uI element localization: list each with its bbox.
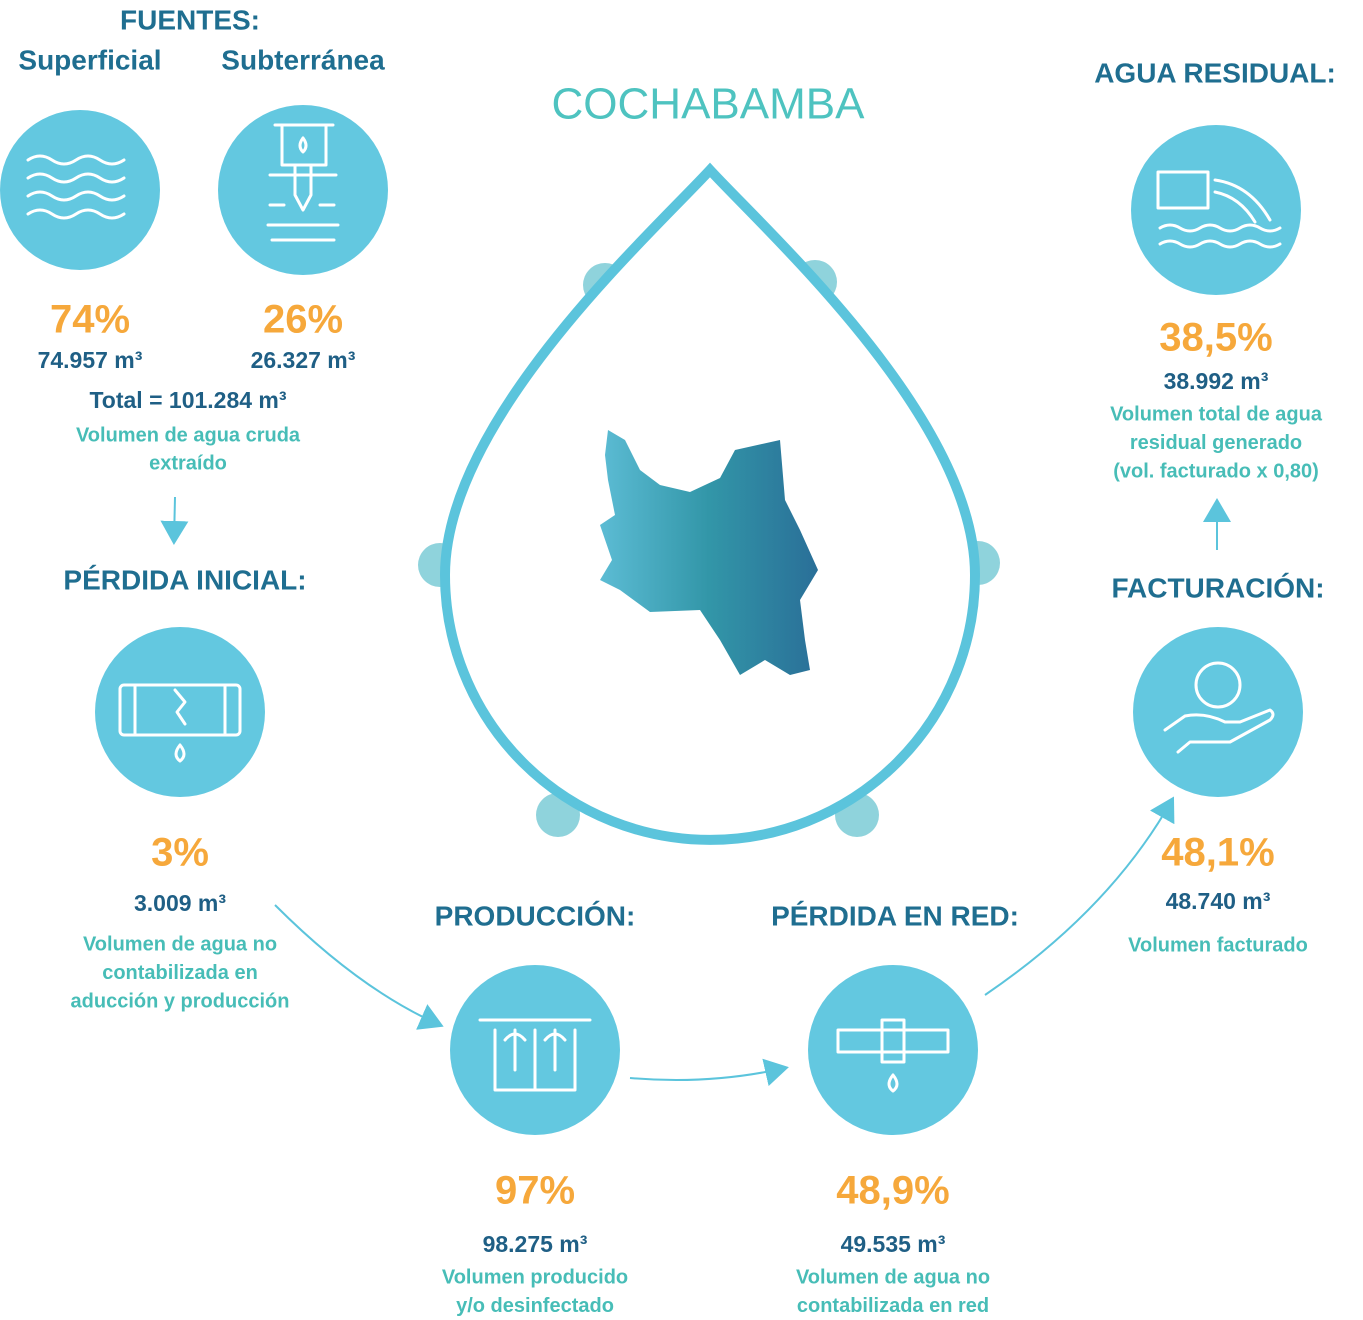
total: Total = 101.284 m³ <box>89 387 286 413</box>
description: contabilizada en <box>102 962 258 984</box>
arrows <box>160 496 1231 1087</box>
heading: PÉRDIDA EN RED: <box>771 900 1019 931</box>
description: aducción y producción <box>71 990 290 1012</box>
heading: PÉRDIDA INICIAL: <box>63 564 306 595</box>
heading: PRODUCCIÓN: <box>435 900 636 931</box>
description: Volumen facturado <box>1128 934 1308 956</box>
volume: 74.957 m³ <box>38 347 143 373</box>
percent: 74% <box>50 298 130 342</box>
volume: 3.009 m³ <box>134 890 226 916</box>
heading: FUENTES: <box>120 4 260 35</box>
volume: 38.992 m³ <box>1164 368 1269 394</box>
volume: 98.275 m³ <box>483 1231 588 1257</box>
description: extraído <box>149 452 227 474</box>
percent: 48,9% <box>836 1169 949 1213</box>
percent: 38,5% <box>1159 316 1272 360</box>
drop <box>418 162 1000 845</box>
icons <box>0 105 1303 1135</box>
volume: 48.740 m³ <box>1166 888 1271 914</box>
title: COCHABAMBA <box>552 80 866 129</box>
description: Volumen de agua cruda <box>76 424 301 446</box>
percent: 48,1% <box>1161 831 1274 875</box>
source-label: Subterránea <box>221 44 385 75</box>
description: residual generado <box>1130 432 1302 454</box>
heading: AGUA RESIDUAL: <box>1094 57 1336 88</box>
description: Volumen total de agua <box>1110 403 1323 425</box>
description: Volumen de agua no <box>83 933 277 955</box>
percent: 26% <box>263 298 343 342</box>
heading: FACTURACIÓN: <box>1111 572 1324 603</box>
description: Volumen producido <box>442 1266 628 1288</box>
map <box>600 430 818 675</box>
volume: 26.327 m³ <box>251 347 356 373</box>
description: (vol. facturado x 0,80) <box>1113 460 1319 482</box>
description: contabilizada en red <box>797 1295 989 1317</box>
description: y/o desinfectado <box>456 1295 614 1317</box>
description: Volumen de agua no <box>796 1266 990 1288</box>
percent: 97% <box>495 1169 575 1213</box>
volume: 49.535 m³ <box>841 1231 946 1257</box>
source-label: Superficial <box>18 44 161 75</box>
percent: 3% <box>151 831 209 875</box>
texts: FUENTES: Superficial Subterránea 74% 26%… <box>18 4 385 413</box>
